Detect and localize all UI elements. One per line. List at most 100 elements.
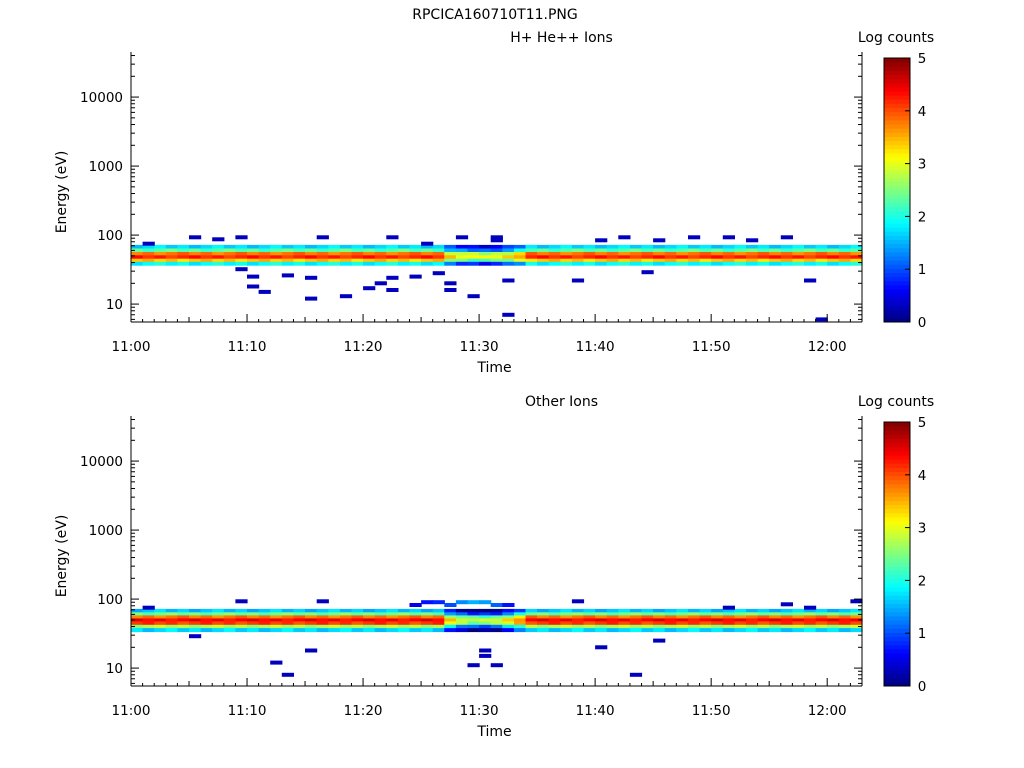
sparse-count [247,284,260,289]
heatmap-cell [281,621,294,626]
heatmap-cell [131,618,144,622]
heatmap-cell [339,618,353,622]
heatmap-cell [850,258,863,263]
panel-title: H+ He++ Ions [510,30,613,46]
heatmap-cell [339,621,353,626]
heatmap-cell [154,615,167,619]
heatmap-cell [792,618,805,622]
heatmap-cell [653,608,666,613]
sparse-count [490,603,503,607]
heatmap-cell [339,258,353,263]
heatmap-cell [467,615,480,619]
heatmap-cell [258,612,271,617]
heatmap-cell [421,618,434,622]
heatmap-cell [606,244,619,250]
heatmap-cell [525,621,538,626]
heatmap-cell [154,244,167,250]
heatmap-cell [525,244,538,250]
heatmap-cell [583,252,596,256]
heatmap-cell [421,244,434,250]
heatmap-cell [374,624,387,629]
colorbar-tick-label: 4 [918,104,927,120]
heatmap-cell [560,255,573,260]
heatmap-cell [537,252,550,256]
colorbar-swatch [884,529,910,534]
colorbar-swatch [884,554,910,559]
heatmap-cell [676,255,689,260]
heatmap-cell [618,255,631,260]
x-tick-label: 11:10 [228,703,267,719]
colorbar-swatch [884,426,910,431]
heatmap-cell [804,261,817,266]
heatmap-cell [734,624,747,629]
colorbar-swatch [884,251,910,257]
heatmap-cell [467,244,480,250]
colorbar-swatch [884,202,910,208]
heatmap-cell [780,244,793,250]
colorbar-swatch [884,86,910,92]
heatmap-cell [212,628,225,633]
sparse-count [595,645,608,650]
heatmap-cell [537,244,550,250]
colorbar-swatch [884,95,910,100]
heatmap-cell [595,621,608,626]
heatmap-cell [850,618,863,622]
heatmap-cell [212,608,225,613]
heatmap-cell [177,252,190,256]
colorbar-swatch [884,268,910,274]
heatmap-cell [490,258,503,263]
heatmap-cell [838,252,851,256]
heatmap-cell [792,621,805,626]
heatmap-cell [432,618,445,622]
heatmap-cell [293,615,306,619]
heatmap-cell [328,244,341,250]
heatmap-cell [595,258,608,263]
heatmap-cell [699,628,712,633]
heatmap-cell [629,255,643,260]
heatmap-cell [571,612,585,617]
heatmap-cell [223,255,236,260]
heatmap-cell [502,621,515,626]
colorbar-swatch [884,549,910,555]
colorbar-tick-label: 5 [918,51,927,67]
heatmap-cell [455,621,469,626]
sparse-count [305,648,318,653]
heatmap-cell [746,244,759,250]
heatmap-cell [525,248,538,253]
heatmap-cell [397,628,411,633]
heatmap-cell [560,615,573,619]
heatmap-cell [676,618,689,622]
heatmap-cell [351,252,364,256]
colorbar-swatch [884,62,910,67]
colorbar-swatch [884,198,910,203]
colorbar-swatch [884,492,910,497]
heatmap-cell [792,248,805,253]
heatmap-cell [165,261,178,266]
heatmap-cell [583,261,596,266]
heatmap-cell [270,621,283,626]
sparse-count [235,267,248,272]
colorbar-swatch [884,284,910,290]
heatmap-cell [746,624,759,629]
colorbar-swatch [884,231,910,236]
heatmap-cell [270,244,283,250]
sparse-count [316,599,329,604]
heatmap-cell [722,248,735,253]
heatmap-cell [386,258,399,263]
heatmap-cell [722,628,735,633]
y-tick-label: 100 [97,228,123,244]
x-tick-label: 11:50 [692,703,731,719]
heatmap-cell [664,628,677,633]
heatmap-cell [409,252,422,256]
heatmap-cell [467,628,480,633]
heatmap-cell [711,248,724,253]
heatmap-cell [258,615,271,619]
heatmap-cell [583,248,596,253]
sparse-count [432,271,445,276]
heatmap-cell [525,628,538,633]
heatmap-cell [548,624,561,629]
heatmap-cell [363,628,376,633]
heatmap-cell [688,628,701,633]
heatmap-cell [583,621,596,626]
